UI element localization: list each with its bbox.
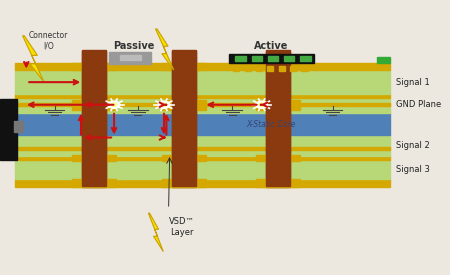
Bar [244, 66, 251, 71]
Bar [162, 100, 206, 110]
Text: X-Static Core: X-Static Core [247, 120, 296, 129]
Bar [233, 66, 239, 71]
Text: VSD™
Layer: VSD™ Layer [169, 217, 195, 237]
Bar [15, 70, 390, 94]
Bar [290, 66, 296, 71]
Bar [15, 113, 390, 135]
Bar [252, 56, 262, 61]
Text: Signal 2: Signal 2 [396, 141, 430, 150]
Bar [14, 121, 23, 132]
Bar [82, 51, 106, 186]
Bar [172, 50, 196, 187]
Text: Signal 1: Signal 1 [396, 78, 430, 87]
Bar [121, 55, 141, 60]
Bar [300, 56, 310, 61]
Circle shape [111, 103, 117, 106]
Bar [256, 100, 300, 110]
Bar [284, 56, 294, 61]
Polygon shape [148, 213, 163, 252]
Bar [72, 63, 116, 70]
Bar [162, 63, 206, 70]
Bar [268, 56, 278, 61]
Bar [229, 54, 314, 63]
Bar [72, 180, 116, 187]
Bar [256, 63, 300, 70]
Bar [279, 66, 285, 71]
Bar [72, 155, 116, 161]
Bar [15, 98, 390, 113]
Circle shape [161, 103, 167, 106]
Bar [266, 50, 290, 187]
Bar [162, 180, 206, 187]
Bar [15, 180, 390, 187]
Bar [15, 156, 390, 160]
Polygon shape [22, 36, 44, 82]
Bar [235, 56, 246, 61]
Text: Connector
I/O: Connector I/O [28, 31, 68, 50]
Text: Active: Active [254, 41, 288, 51]
Bar [15, 103, 390, 106]
Circle shape [108, 101, 120, 108]
Bar [72, 100, 116, 110]
Bar [256, 155, 300, 161]
Bar [256, 66, 262, 71]
Bar [302, 66, 308, 71]
Circle shape [256, 101, 267, 108]
Bar [0, 99, 17, 160]
Bar [162, 155, 206, 161]
Bar [82, 50, 106, 187]
Bar [15, 160, 390, 179]
Circle shape [158, 101, 170, 108]
Bar [256, 180, 300, 187]
Text: Signal 3: Signal 3 [396, 165, 430, 174]
Bar [378, 57, 390, 63]
Bar [267, 66, 274, 71]
Bar [172, 51, 196, 186]
Text: GND Plane: GND Plane [396, 100, 441, 109]
Circle shape [259, 103, 265, 106]
Bar [15, 63, 390, 70]
Bar [266, 51, 290, 186]
Text: Passive: Passive [113, 41, 154, 51]
Bar [15, 147, 390, 150]
Bar [15, 94, 390, 98]
Polygon shape [156, 29, 174, 70]
Bar [15, 135, 390, 156]
Bar [109, 52, 151, 64]
